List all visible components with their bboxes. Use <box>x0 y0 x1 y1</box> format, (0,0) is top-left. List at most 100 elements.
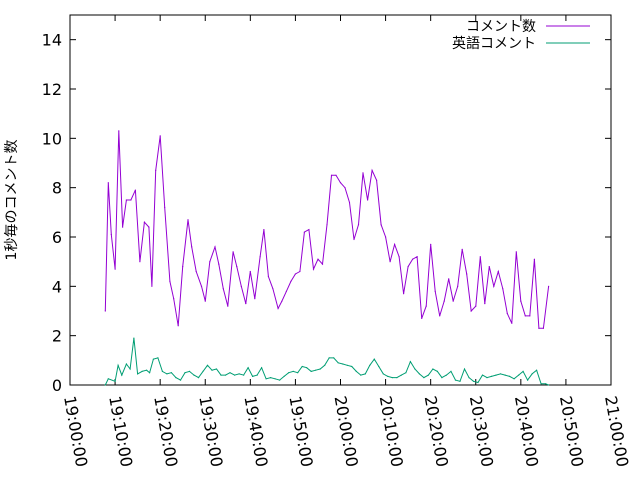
x-tick-label: 19:30:00 <box>195 394 226 468</box>
x-ticks: 19:00:00 19:10:00 19:20:00 19:30:00 19:40:00… <box>60 15 632 468</box>
data-point <box>197 377 200 379</box>
data-point <box>134 189 136 191</box>
x-tick-label: 20:00:00 <box>331 394 362 468</box>
x-tick-label: 19:20:00 <box>150 394 181 468</box>
data-point <box>457 285 459 287</box>
data-point <box>346 364 348 366</box>
data-point <box>146 369 148 371</box>
data-point <box>353 238 355 241</box>
data-point <box>481 374 484 376</box>
data-point <box>548 285 550 287</box>
data-point <box>149 372 151 374</box>
data-point <box>540 383 542 385</box>
y-ticks: 0 2 4 6 8 10 12 14 <box>42 31 611 395</box>
data-point <box>351 365 353 368</box>
data-point <box>513 378 515 380</box>
data-point <box>493 285 495 287</box>
x-tick-label: 20:30:00 <box>466 394 497 468</box>
data-point <box>121 374 123 376</box>
data-point <box>107 182 109 184</box>
data-point <box>184 372 186 374</box>
data-point <box>488 266 490 268</box>
data-point <box>542 327 545 329</box>
data-point <box>288 372 290 374</box>
data-point <box>360 374 362 376</box>
data-point <box>161 370 163 372</box>
data-point <box>143 221 145 223</box>
data-point <box>215 368 218 370</box>
data-point <box>445 374 447 376</box>
data-point <box>297 372 299 374</box>
data-point <box>376 179 378 181</box>
data-point <box>211 369 213 371</box>
data-point <box>104 310 106 312</box>
data-point <box>396 377 398 379</box>
data-point <box>527 379 529 381</box>
data-point <box>450 370 452 372</box>
data-point <box>443 300 445 302</box>
data-point <box>389 261 391 263</box>
data-point <box>133 337 135 339</box>
data-point <box>214 246 216 248</box>
data-point <box>348 201 351 204</box>
x-tick-label: 19:40:00 <box>240 394 271 468</box>
data-point <box>261 367 263 369</box>
data-point <box>209 261 211 263</box>
data-point <box>114 380 116 382</box>
data-point <box>206 364 209 366</box>
data-point <box>355 370 357 372</box>
data-point <box>152 358 154 360</box>
data-point <box>308 229 310 231</box>
data-point <box>484 303 486 305</box>
data-point <box>497 270 499 273</box>
data-point <box>380 224 382 226</box>
data-point <box>220 374 222 376</box>
data-point <box>164 206 166 208</box>
data-point <box>504 374 506 376</box>
data-point <box>177 325 179 327</box>
y-tick-label: 0 <box>52 376 62 395</box>
x-tick-label: 20:40:00 <box>511 394 542 468</box>
data-point <box>243 374 245 376</box>
data-point <box>416 256 418 258</box>
data-point <box>545 383 547 385</box>
data-point <box>518 374 520 376</box>
data-point <box>227 305 229 307</box>
x-tick-label: 19:00:00 <box>60 394 91 468</box>
data-point <box>495 374 497 376</box>
data-point <box>125 199 127 201</box>
x-tick-label: 19:50:00 <box>285 394 316 468</box>
data-point <box>202 370 204 372</box>
data-point <box>107 378 109 380</box>
data-point <box>259 256 261 258</box>
data-point <box>400 374 402 376</box>
data-point <box>292 370 294 372</box>
data-point <box>432 368 434 370</box>
data-point <box>520 300 522 302</box>
data-point <box>441 377 443 379</box>
data-point <box>506 312 508 315</box>
data-point <box>511 322 513 324</box>
data-point <box>477 381 479 384</box>
data-point <box>499 373 502 375</box>
data-point <box>234 374 236 376</box>
data-point <box>130 199 132 201</box>
data-point <box>490 375 493 377</box>
data-point <box>531 373 533 375</box>
data-point <box>166 373 168 375</box>
data-point <box>301 365 303 368</box>
data-point <box>367 199 369 201</box>
data-point <box>303 231 305 233</box>
data-point <box>548 384 550 386</box>
data-point <box>434 290 436 292</box>
data-point <box>319 368 321 370</box>
data-point <box>193 374 195 376</box>
data-point <box>114 268 116 270</box>
data-point <box>421 317 423 319</box>
series-group <box>104 130 550 386</box>
data-point <box>339 182 342 184</box>
data-point <box>256 374 258 376</box>
data-point <box>369 364 371 366</box>
data-point <box>324 364 326 366</box>
data-point <box>191 246 193 248</box>
